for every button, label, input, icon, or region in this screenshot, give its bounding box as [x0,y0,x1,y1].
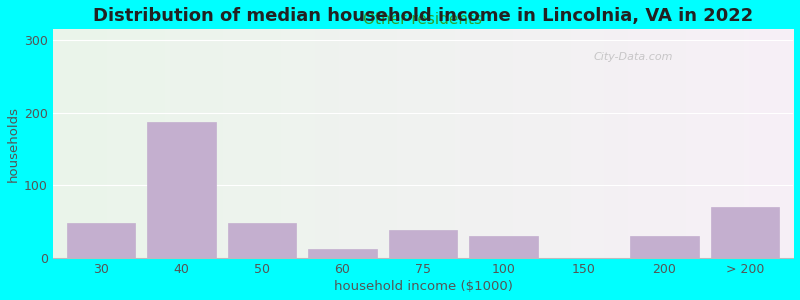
Bar [470,236,538,258]
Y-axis label: households: households [7,106,20,182]
Text: City-Data.com: City-Data.com [593,52,673,62]
Text: Other residents: Other residents [363,12,482,27]
Bar [710,207,779,258]
Bar [228,223,296,258]
Bar [67,223,135,258]
Bar [308,249,377,258]
Title: Distribution of median household income in Lincolnia, VA in 2022: Distribution of median household income … [93,7,753,25]
X-axis label: household income ($1000): household income ($1000) [334,280,512,293]
Bar [147,122,216,258]
Bar [630,236,698,258]
Bar [389,230,457,258]
